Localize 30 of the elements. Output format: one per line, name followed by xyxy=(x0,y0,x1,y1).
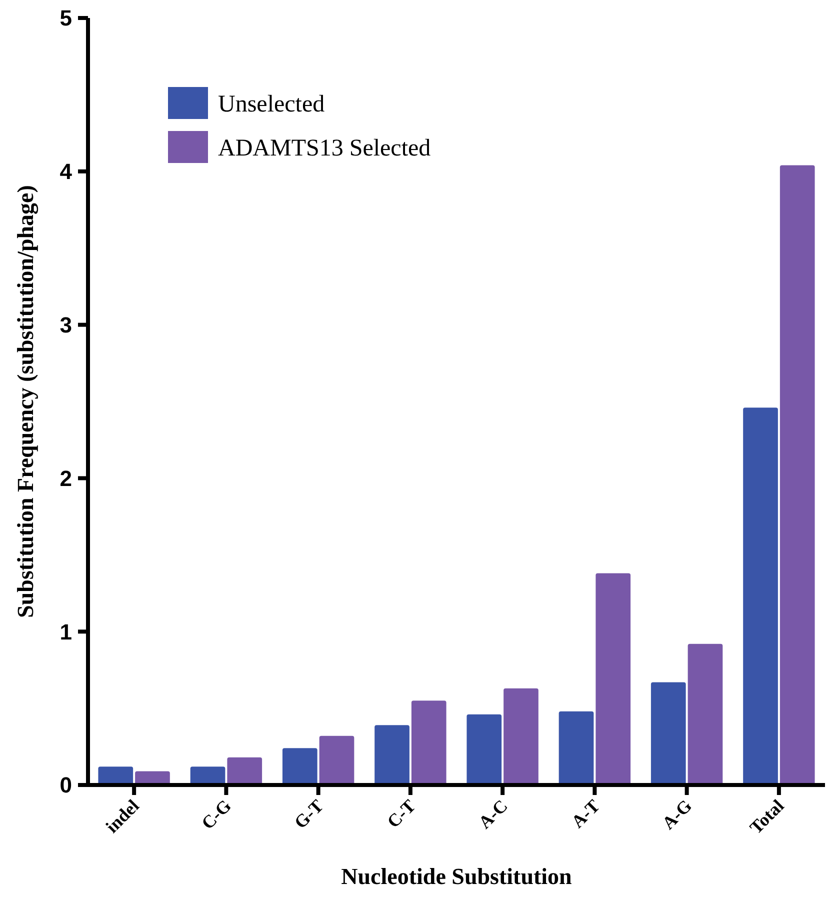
bar xyxy=(411,700,446,785)
bar xyxy=(227,757,262,785)
x-tick-label: A-G xyxy=(658,796,696,834)
legend-label: Unselected xyxy=(218,91,325,118)
legend-label: ADAMTS13 Selected xyxy=(218,135,431,162)
x-axis-title: Nucleotide Substitution xyxy=(341,864,572,889)
bar xyxy=(596,573,631,785)
y-tick-label: 5 xyxy=(60,6,72,31)
x-tick-label: C-T xyxy=(383,796,420,832)
bar xyxy=(650,682,686,785)
y-axis-title: Substitution Frequency (substitution/phage) xyxy=(13,185,39,618)
bar xyxy=(558,711,594,785)
bar xyxy=(688,644,723,785)
x-tick-label: G-T xyxy=(290,796,328,832)
x-tick-label: A-T xyxy=(567,796,604,832)
y-tick-label: 3 xyxy=(60,312,72,338)
y-tick-label: 1 xyxy=(60,619,72,644)
bar xyxy=(466,714,502,785)
y-tick-label: 4 xyxy=(60,159,73,184)
y-tick-label: 2 xyxy=(60,466,72,491)
bar xyxy=(504,688,538,785)
bar xyxy=(282,748,318,785)
bar xyxy=(743,408,778,785)
bar xyxy=(374,725,410,785)
bar xyxy=(780,165,815,785)
x-tick-label: C-G xyxy=(198,796,236,834)
bar xyxy=(98,766,134,785)
x-tick-label: A-C xyxy=(474,796,512,832)
bar xyxy=(319,736,354,785)
y-tick-label: 0 xyxy=(60,772,72,798)
